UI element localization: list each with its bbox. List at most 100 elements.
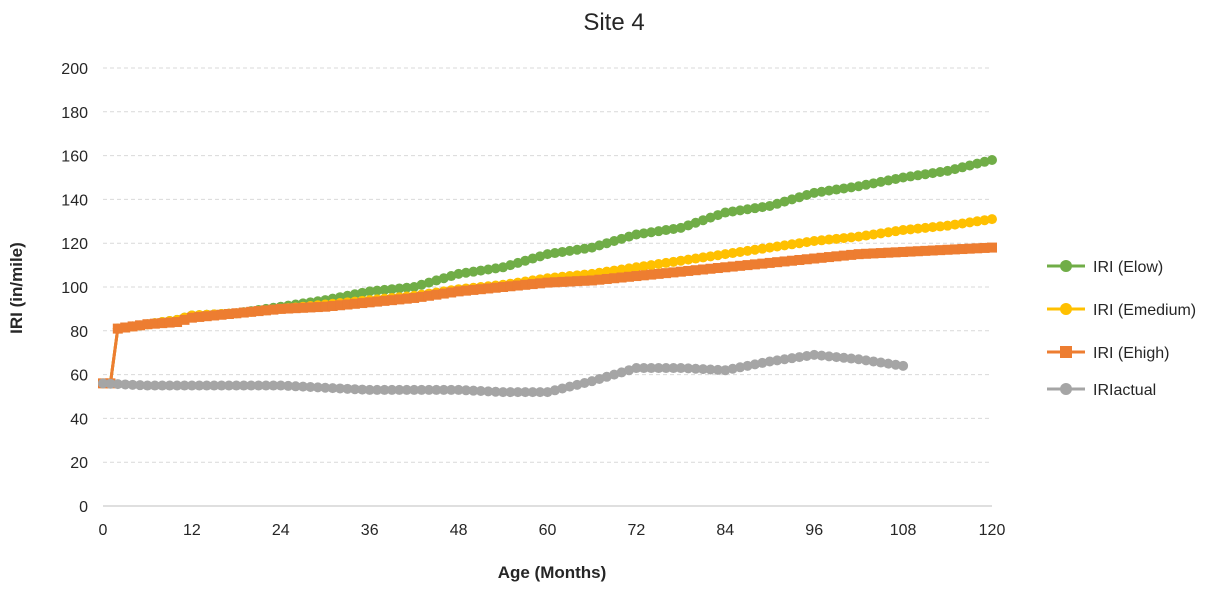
y-tick-label: 100 [61,280,88,297]
data-point-marker [794,352,805,363]
data-point-marker [246,380,257,391]
data-point-marker [898,225,909,236]
data-point-marker [868,356,879,367]
data-point-marker [372,285,383,296]
data-point-marker [972,243,983,254]
data-point-marker [601,273,612,284]
data-point-marker [401,384,412,395]
axes: 0 20 40 60 80 100 120 140 160 180 200 0 12 24 36 48 60 72… [61,61,1005,539]
data-point-marker [772,355,783,366]
data-point-marker [824,234,835,245]
data-point-marker [586,275,597,286]
data-point-marker [157,380,168,391]
data-point-marker [572,276,583,287]
data-point-marker [646,260,657,271]
data-point-marker [320,382,331,393]
data-point-marker [535,278,546,289]
data-point-marker [335,383,346,394]
x-tick-label: 36 [361,522,379,539]
data-point-marker [920,169,931,180]
data-point-marker [172,317,183,328]
data-point-marker [394,384,405,395]
data-point-marker [698,364,709,375]
data-point-marker [520,279,531,290]
data-point-marker [846,232,857,243]
data-point-marker [401,282,412,293]
data-point-marker [475,284,486,295]
data-point-marker [912,170,923,181]
y-tick-label: 160 [61,149,88,166]
data-point-marker [386,295,397,306]
data-point-marker [564,245,575,256]
data-point-marker [275,380,286,391]
data-point-marker [720,365,731,376]
data-point-marker [372,296,383,307]
series-line [103,158,993,385]
data-point-marker [231,308,242,319]
data-point-marker [749,259,760,270]
data-point-marker [749,203,760,214]
data-point-marker [164,317,175,328]
data-point-marker [705,251,716,262]
data-point-marker [875,176,886,187]
data-point-marker [742,260,753,271]
data-point-marker [268,304,279,315]
data-point-marker [853,181,864,192]
data-point-marker [512,280,523,291]
data-point-marker [542,277,553,288]
data-point-marker [312,302,323,313]
data-point-marker [653,268,664,279]
data-point-marker [394,283,405,294]
data-point-marker [964,217,975,228]
data-point-marker [483,283,494,294]
data-point-marker [809,187,820,198]
data-point-marker [557,276,568,287]
data-point-marker [987,154,997,165]
data-point-marker [861,230,872,241]
legend-label: IRI (Emedium) [1093,302,1196,319]
data-point-marker [468,266,479,277]
data-point-marker [357,384,368,395]
data-point-marker [661,268,672,279]
data-point-marker [890,173,901,184]
data-point-marker [475,386,486,397]
y-tick-label: 180 [61,105,88,122]
data-point-marker [253,380,264,391]
data-point-marker [305,382,316,393]
data-point-marker [527,387,538,398]
data-point-marker [720,262,731,273]
legend: IRI (Elow) IRI (Emedium) IRI (Ehigh) IRIact… [1047,259,1196,399]
data-point-marker [861,179,872,190]
data-point-marker [653,226,664,237]
data-point-marker [942,244,953,255]
data-point-marker [120,322,131,333]
legend-label: IRIactual [1093,382,1156,399]
data-point-marker [616,272,627,283]
data-point-marker [305,302,316,313]
data-point-marker [409,292,420,303]
data-point-marker [883,247,894,258]
data-point-marker [816,350,827,361]
data-point-marker [453,384,464,395]
data-point-marker [979,242,990,253]
data-point-marker [416,384,427,395]
data-point-marker [824,351,835,362]
data-point-marker [809,236,820,247]
data-point-marker [112,379,123,390]
data-point-marker [661,257,672,268]
data-point-marker [335,300,346,311]
data-point-marker [764,242,775,253]
data-point-marker [283,303,294,314]
data-point-marker [712,250,723,261]
data-point-marker [179,380,190,391]
data-point-marker [801,254,812,265]
data-point-marker [698,252,709,263]
data-point-marker [949,219,960,230]
data-point-marker [683,265,694,276]
data-point-marker [853,231,864,242]
data-point-marker [972,216,983,227]
data-point-marker [690,265,701,276]
data-point-marker [431,384,442,395]
data-point-marker [557,246,568,257]
data-point-marker [386,384,397,395]
